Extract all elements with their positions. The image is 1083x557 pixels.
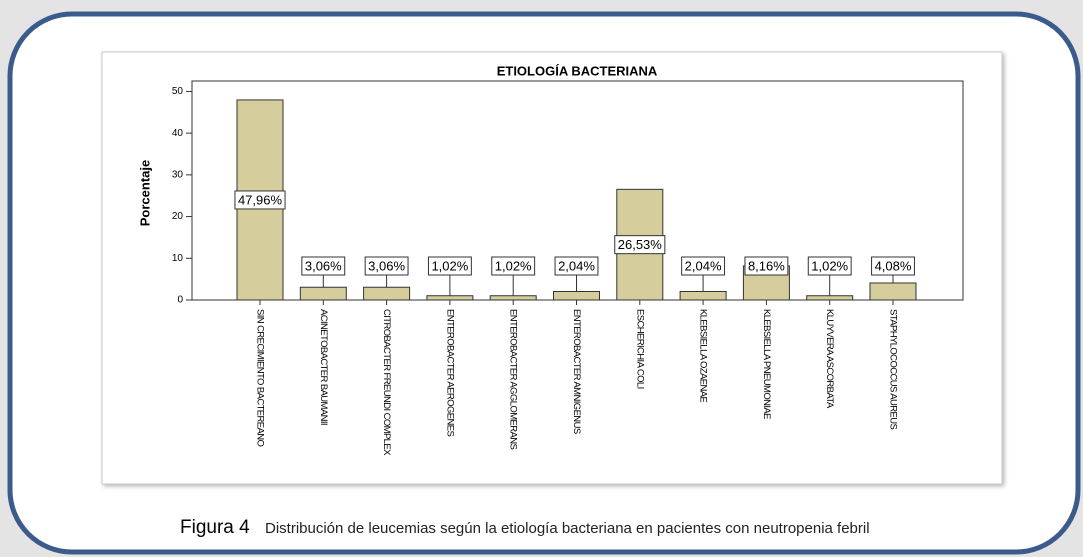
value-label: 3,06% [368,258,405,273]
chart-title: ETIOLOGÍA BACTERIANA [497,63,658,78]
x-tick-label: KLEBSIELLA PNEUMONIAE [761,309,772,419]
y-tick-label: 40 [172,128,184,139]
bar [489,295,537,301]
value-label-box [871,256,915,276]
value-label-box [681,256,726,276]
value-label: 2,04% [685,258,722,273]
bar [426,295,474,301]
y-tick-label: 0 [177,295,183,306]
value-label-box [491,256,536,276]
value-label-box [427,256,472,276]
bar [553,290,600,301]
bar [299,286,347,301]
bar [806,295,854,301]
value-label: 47,96% [238,192,283,207]
x-tick-label: KLUYVERA ASCORBATA [824,309,835,409]
value-label-box [234,190,286,210]
y-tick-label: 50 [172,86,184,97]
x-tick-label: ENTEROBACTER AEROGENES [444,309,455,436]
caption-label: Figura 4 [180,517,250,538]
y-tick-label: 30 [172,169,184,180]
value-label-box [807,256,852,276]
value-label-box [614,235,666,255]
x-tick-label: STAPHYLOCOCCUS AUREUS [887,309,898,430]
value-label: 8,16% [748,258,785,273]
value-label: 1,02% [811,258,848,273]
value-label: 1,02% [495,258,532,273]
value-label: 4,08% [875,258,912,273]
x-tick-label: SIN CRECIMIENTO BACTEREANO [254,309,265,447]
value-label-box [301,256,346,276]
value-label: 2,04% [558,258,595,273]
value-label: 3,06% [305,258,342,273]
value-label-box [554,256,599,276]
y-tick-label: 10 [172,253,184,264]
value-label: 26,53% [618,237,663,252]
bar [363,286,411,301]
y-tick-label: 20 [172,211,184,222]
x-tick-label: CITROBACTER FREUNDI COMPLEX [381,309,392,456]
x-tick-label: ENTEROBACTER AMNIGENUS [571,309,582,434]
value-label: 1,02% [431,258,468,273]
bar [869,282,917,301]
bar [679,290,727,301]
x-tick-label: ESCHERICHIA COLI [634,309,645,389]
x-tick-label: ENTEROBACTER AGGLOMERANS [508,309,519,450]
value-label-box [744,256,789,276]
y-axis-label: Porcentaje [137,160,152,226]
caption-text: Distribución de leucemias según la etiol… [265,520,870,537]
x-tick-label: KLEBSIELLA OZAENAE [698,309,709,402]
value-label-box [364,256,409,276]
x-tick-label: ACINETOBACTER BAUMANII [318,309,329,425]
